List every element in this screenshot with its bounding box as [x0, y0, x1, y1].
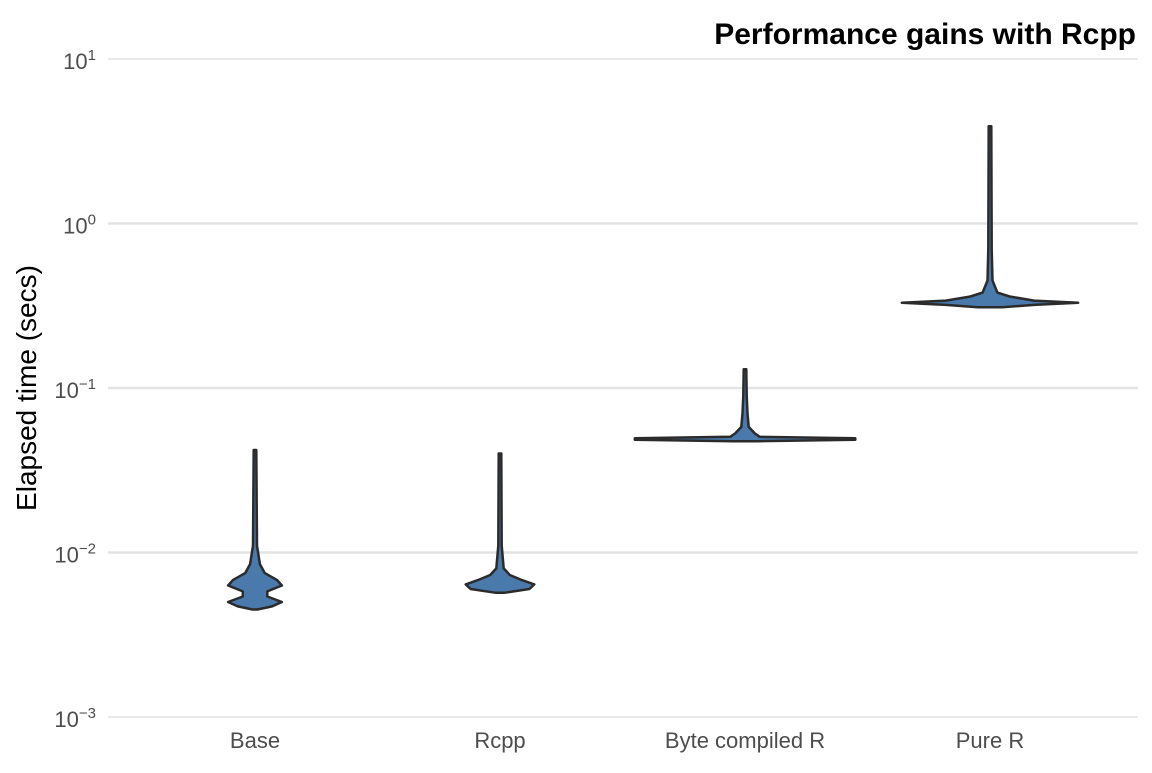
violin-pure-r: [900, 125, 1080, 309]
x-tick-label: Byte compiled R: [665, 728, 825, 753]
grid-layer: [108, 58, 1138, 718]
y-tick-label: 10−1: [54, 376, 96, 403]
y-tick-label: 10−3: [54, 705, 96, 732]
violin-byte-compiled-r: [633, 368, 857, 443]
y-axis-title: Elapsed time (secs): [11, 265, 42, 511]
chart-title: Performance gains with Rcpp: [714, 18, 1136, 51]
violin-layer: [226, 125, 1080, 611]
violin-base: [226, 448, 284, 611]
axis-layer: 10−3 10−2 10−1 100 101 Base Rcpp Byte compiled …: [54, 47, 1024, 753]
x-tick-label: Pure R: [956, 728, 1024, 753]
y-tick-label: 101: [63, 47, 96, 74]
y-tick-label: 100: [63, 212, 96, 239]
x-tick-label: Base: [230, 728, 280, 753]
violin-rcpp: [464, 452, 536, 594]
y-tick-label: 10−2: [54, 541, 96, 568]
x-tick-label: Rcpp: [474, 728, 525, 753]
